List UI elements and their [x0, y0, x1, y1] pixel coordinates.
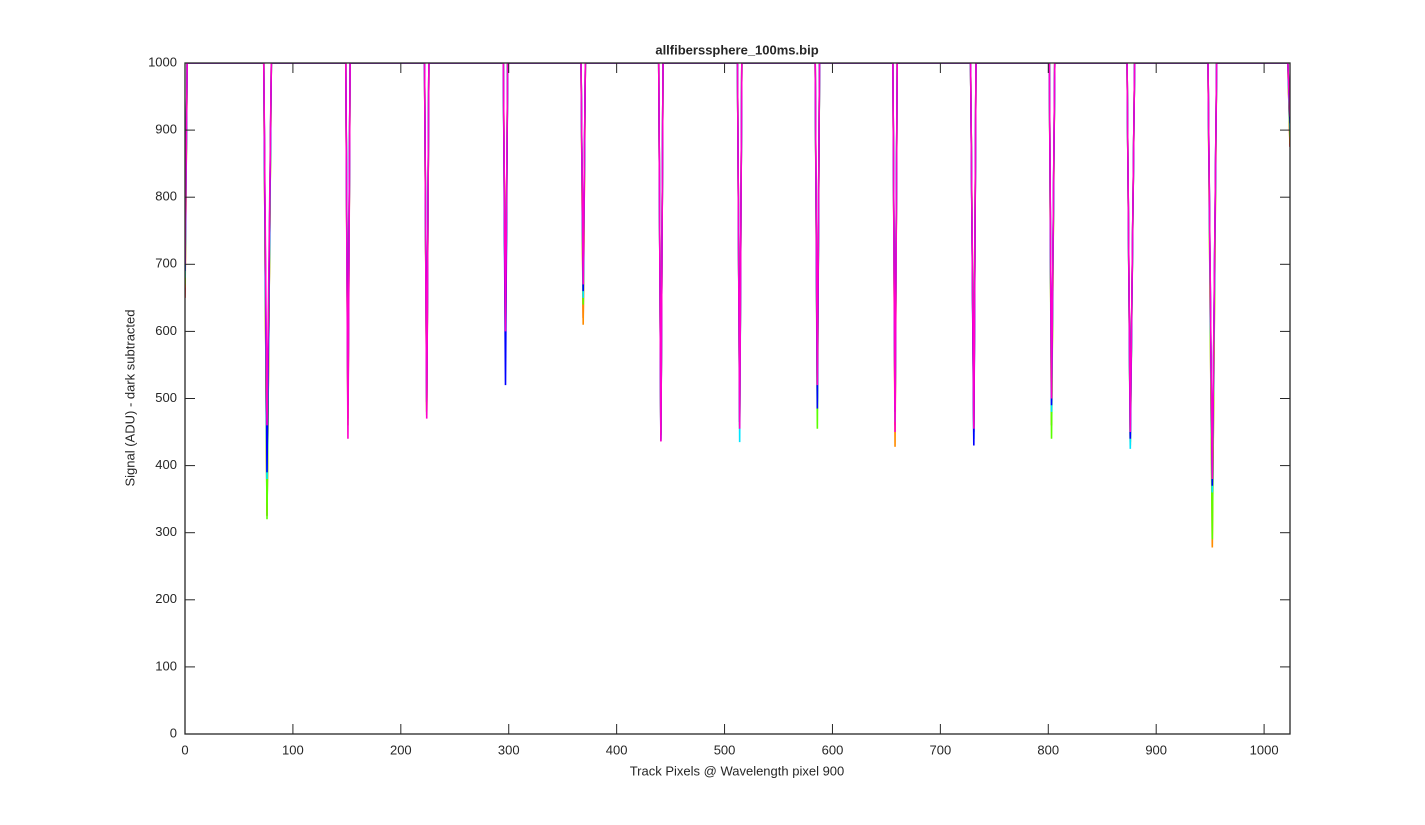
- x-tick-label: 100: [282, 742, 304, 757]
- y-tick-label: 100: [155, 658, 177, 673]
- y-tick-label: 1000: [148, 54, 177, 69]
- y-tick-label: 200: [155, 591, 177, 606]
- y-tick-label: 300: [155, 524, 177, 539]
- x-tick-label: 1000: [1250, 742, 1279, 757]
- x-tick-label: 500: [714, 742, 736, 757]
- x-tick-label: 200: [390, 742, 412, 757]
- y-axis-label: Signal (ADU) - dark subtracted: [122, 309, 137, 486]
- series-line: [185, 63, 1290, 493]
- y-tick-label: 800: [155, 189, 177, 204]
- x-axis-label: Track Pixels @ Wavelength pixel 900: [630, 763, 845, 778]
- x-tick-label: 800: [1037, 742, 1059, 757]
- x-tick-label: 700: [930, 742, 952, 757]
- x-tick-label: 300: [498, 742, 520, 757]
- x-tick-label: 0: [181, 742, 188, 757]
- series-line: [185, 63, 1290, 480]
- x-tick-label: 600: [822, 742, 844, 757]
- y-tick-label: 600: [155, 323, 177, 338]
- chart-title: allfiberssphere_100ms.bip: [655, 42, 818, 57]
- x-tick-label: 400: [606, 742, 628, 757]
- y-tick-label: 0: [170, 725, 177, 740]
- x-tick-label: 900: [1145, 742, 1167, 757]
- y-tick-label: 400: [155, 457, 177, 472]
- y-tick-label: 900: [155, 122, 177, 137]
- y-tick-label: 700: [155, 256, 177, 271]
- y-tick-label: 500: [155, 390, 177, 405]
- plot-lines: [185, 63, 1290, 548]
